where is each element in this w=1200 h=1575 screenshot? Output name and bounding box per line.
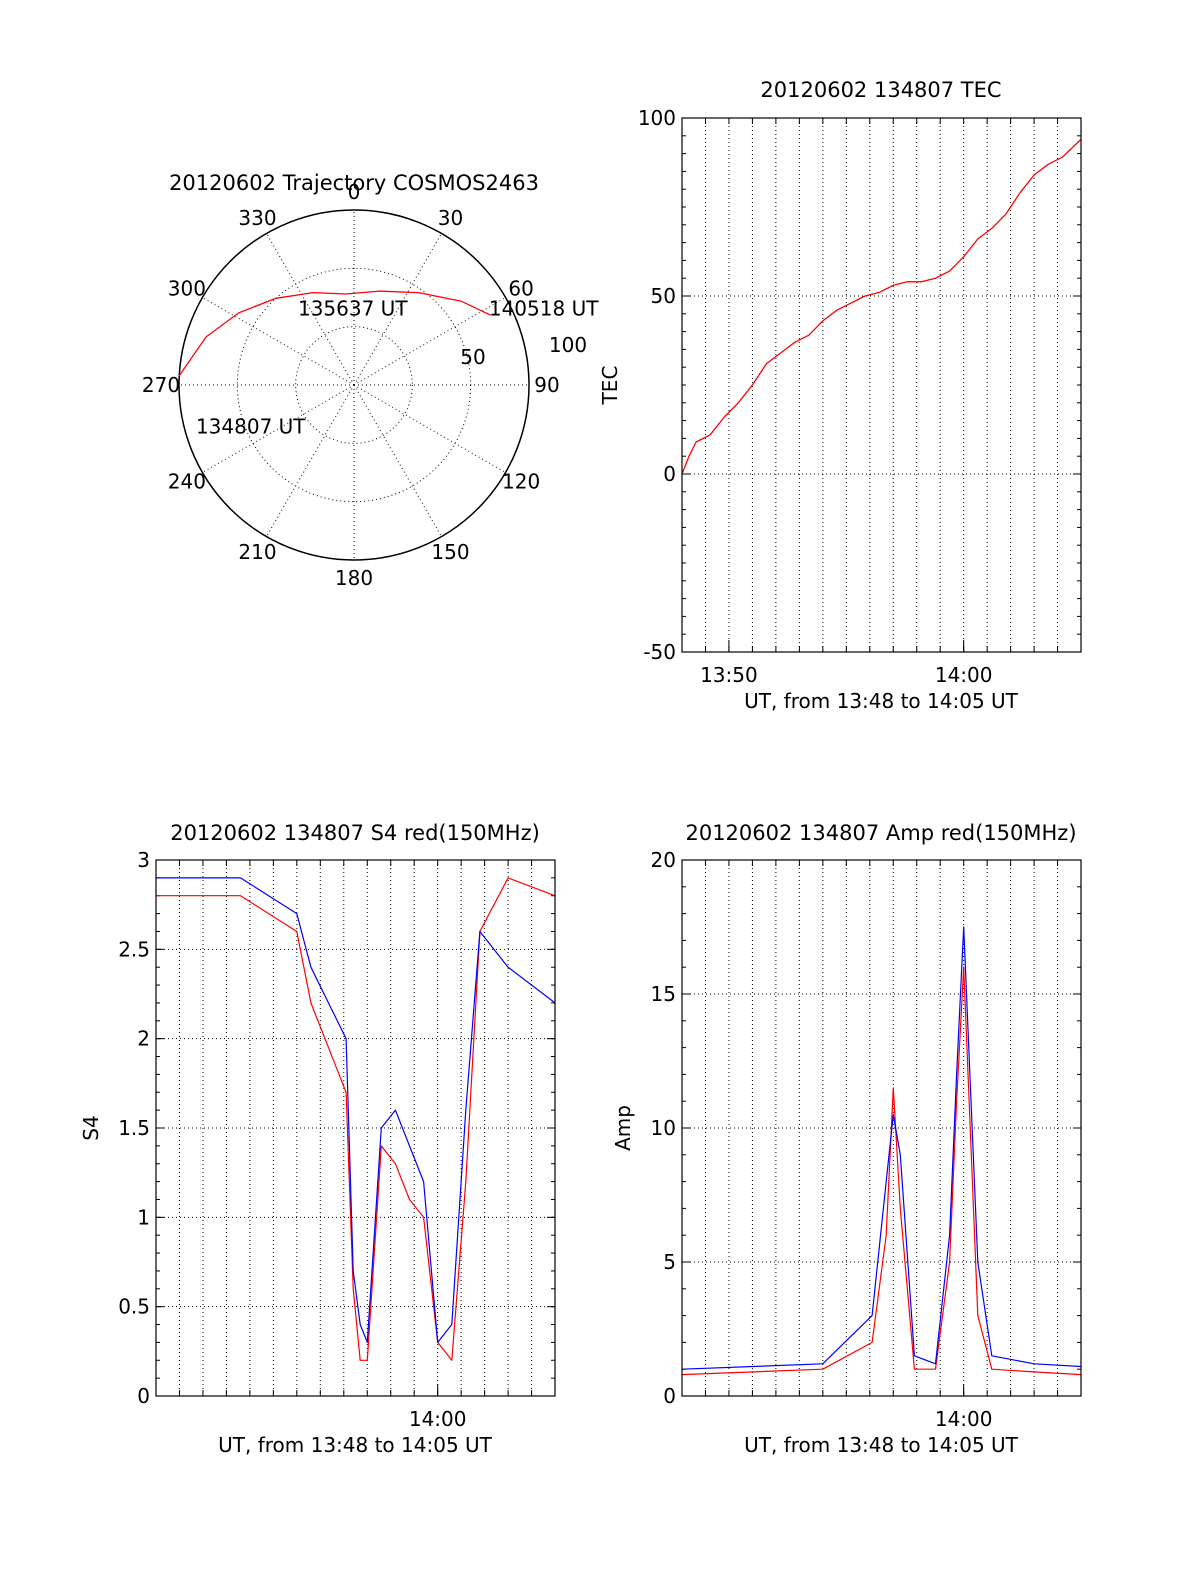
y-tick-label: 5 xyxy=(663,1250,676,1274)
chart-series xyxy=(681,138,1082,475)
y-tick-label: 2.5 xyxy=(118,937,150,961)
amp-chart: 20120602 134807 Amp red(150MHz) 0 5 10 15 20… xyxy=(611,821,1082,1457)
polar-outer-ring xyxy=(178,209,530,561)
polar-ring-1 xyxy=(295,326,413,444)
time-annotation: 140518 UT xyxy=(489,296,599,320)
y-tick-label: 0.5 xyxy=(118,1295,150,1319)
chart-grid xyxy=(682,859,1081,1397)
y-tick-label: 100 xyxy=(638,106,676,130)
chart-title: 20120602 134807 S4 red(150MHz) xyxy=(170,821,540,845)
x-tick-label: 14:00 xyxy=(935,663,993,687)
chart-series xyxy=(156,877,556,1361)
angle-tick-label: 30 xyxy=(438,206,463,230)
chart-title: 20120602 Trajectory COSMOS2463 xyxy=(169,171,539,195)
y-tick-label: 20 xyxy=(651,848,676,872)
x-axis-label: UT, from 13:48 to 14:05 UT xyxy=(744,689,1019,713)
plot-frame xyxy=(155,859,556,1397)
radius-tick-label: 50 xyxy=(460,345,485,369)
plot-frame xyxy=(681,117,1082,653)
chart-title: 20120602 134807 TEC xyxy=(760,78,1001,102)
y-tick-label: 0 xyxy=(137,1384,150,1408)
y-tick-label: 2 xyxy=(137,1027,150,1051)
y-axis-label: S4 xyxy=(79,1115,103,1140)
series-line-0 xyxy=(156,877,556,1361)
y-tick-label: 1.5 xyxy=(118,1116,150,1140)
radius-tick-label: 100 xyxy=(549,333,587,357)
angle-tick-label: 210 xyxy=(238,540,276,564)
y-tick-label: 50 xyxy=(651,284,676,308)
plot-frame xyxy=(681,859,1082,1397)
chart-title: 20120602 134807 Amp red(150MHz) xyxy=(685,821,1076,845)
y-tick-label: 3 xyxy=(137,848,150,872)
tick-labels: 0 0.5 1 1.5 2 2.5 3 14:00 xyxy=(118,848,466,1431)
time-annotation: 135637 UT xyxy=(298,296,408,320)
angle-tick-label: 90 xyxy=(534,373,559,397)
trajectory-polar-chart: 20120602 Trajectory COSMOS2463 0 30 60 90 12… xyxy=(142,171,599,590)
y-tick-label: 10 xyxy=(651,1116,676,1140)
x-axis-label: UT, from 13:48 to 14:05 UT xyxy=(744,1433,1019,1457)
x-tick-label: 13:50 xyxy=(700,663,758,687)
trajectory-series xyxy=(178,290,492,377)
y-tick-label: 0 xyxy=(663,462,676,486)
angle-tick-label: 150 xyxy=(431,540,469,564)
polar-grid xyxy=(178,209,530,561)
y-axis-label: TEC xyxy=(598,366,622,406)
angle-tick-label: 300 xyxy=(168,277,206,301)
time-annotation: 134807 UT xyxy=(196,415,306,439)
tick-labels: 0 5 10 15 20 14:00 xyxy=(651,848,993,1431)
x-tick-label: 14:00 xyxy=(935,1407,993,1431)
series-line-0 xyxy=(681,138,1082,475)
series-line-0 xyxy=(681,966,1082,1376)
angle-tick-label: 120 xyxy=(502,470,540,494)
y-tick-label: -50 xyxy=(643,640,676,664)
tick-labels: -50 0 50 100 13:50 14:00 xyxy=(638,106,993,687)
angle-tick-label: 60 xyxy=(508,277,533,301)
angle-tick-label: 330 xyxy=(238,206,276,230)
chart-series xyxy=(681,926,1082,1376)
y-axis-label: Amp xyxy=(611,1105,635,1151)
angle-tick-label: 0 xyxy=(348,180,361,204)
polar-labels: 0 30 60 90 120 150 180 210 240 270 300 330 50 100 1405… xyxy=(142,180,599,590)
s4-chart: 20120602 134807 S4 red(150MHz) 0 0.5 1 1.5 2… xyxy=(79,821,556,1457)
series-line-1 xyxy=(156,877,556,1343)
y-tick-label: 1 xyxy=(137,1205,150,1229)
angle-tick-label: 180 xyxy=(335,566,373,590)
trajectory-line xyxy=(178,290,492,377)
x-tick-label: 14:00 xyxy=(409,1407,467,1431)
angle-tick-label: 270 xyxy=(142,373,180,397)
y-tick-label: 0 xyxy=(663,1384,676,1408)
angle-tick-label: 240 xyxy=(168,470,206,494)
y-tick-label: 15 xyxy=(651,982,676,1006)
x-axis-label: UT, from 13:48 to 14:05 UT xyxy=(218,1433,493,1457)
series-line-1 xyxy=(681,926,1082,1370)
